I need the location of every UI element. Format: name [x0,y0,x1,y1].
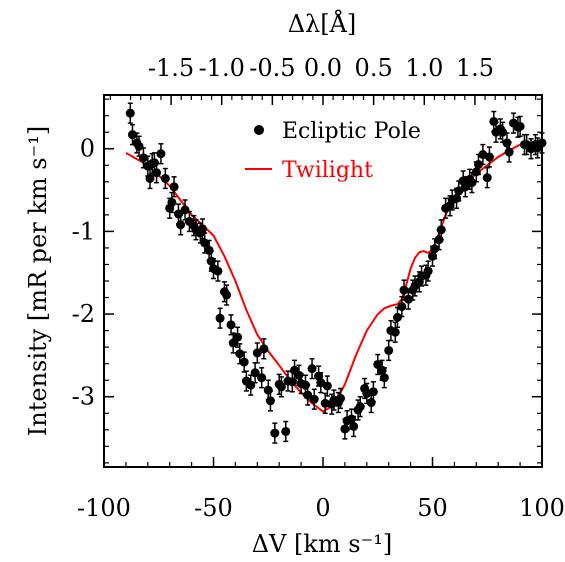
data-point [222,290,232,300]
x-tick-label: 50 [417,494,448,522]
data-point [239,357,249,367]
data-point [276,382,286,392]
top-tick-label: -1.5 [148,54,194,82]
data-point [403,294,413,304]
x-tick-label: -100 [77,494,131,522]
data-point [226,320,236,330]
top-tick-label: 1.5 [456,54,494,82]
data-point [423,266,433,276]
data-point [320,398,330,408]
x-tick-label: 100 [519,494,565,522]
data-point [215,313,225,323]
data-point [180,205,190,215]
y-axis-title: Intensity [mR per km s⁻¹] [24,126,52,436]
top-tick-label: -1.0 [199,54,245,82]
y-tick-label: -3 [72,383,95,411]
data-point [309,394,319,404]
data-point [252,348,262,358]
data-point [213,266,223,276]
data-point [454,186,464,196]
data-point [263,385,273,395]
data-point [294,370,304,380]
data-point [467,178,477,188]
data-point [537,138,547,148]
data-point [366,398,376,408]
tick-labels: -100 -50 0 50 100 0 -1 -2 -3 -1.5 -1.0 -0.5 0.0 0.5 1.… [72,54,565,522]
y-tick-label: -1 [72,217,95,245]
data-point [134,141,144,151]
x-tick-label: -50 [194,494,233,522]
data-point [145,173,155,183]
data-point [250,368,260,378]
top-tick-label: 0.5 [355,54,393,82]
data-point [307,364,317,374]
data-point [270,428,280,438]
data-point [176,220,186,230]
y-tick-label: 0 [80,135,95,163]
data-point [397,302,407,312]
data-point [502,138,512,148]
axis-ticks [103,95,543,467]
data-point [281,426,291,436]
data-point [167,197,177,207]
data-point [430,244,440,254]
data-point [138,153,148,163]
data-point [204,245,214,255]
data-point [515,121,525,131]
ecliptic-pole-series [125,102,547,444]
legend: Ecliptic Pole Twilight [245,119,421,183]
data-point [322,381,332,391]
y-tick-label: -2 [72,300,95,328]
data-point [156,149,166,159]
data-point [368,387,378,397]
data-point [473,159,483,169]
data-point [160,173,170,183]
data-point [390,327,400,337]
legend-label-twilight: Twilight [282,158,373,183]
top-tick-label: -0.5 [249,54,295,82]
data-point [336,393,346,403]
data-point [392,312,402,322]
data-point [436,225,446,235]
legend-label-ecliptic-pole: Ecliptic Pole [282,119,421,144]
data-point [384,345,394,355]
data-point [489,116,499,126]
data-point [349,421,359,431]
data-point [259,344,269,354]
top-tick-label: 0.0 [304,54,342,82]
data-point [125,108,135,118]
data-point [482,173,492,183]
data-point [379,373,389,383]
x-axis-title: ΔV [km s⁻¹] [252,530,393,558]
data-point [355,402,365,412]
data-point [198,224,208,234]
data-point [152,168,162,178]
data-point [484,152,494,162]
data-point [233,332,243,342]
data-point [287,377,297,387]
data-point [127,130,137,140]
data-point [235,349,245,359]
data-point [399,285,409,295]
data-point [257,373,267,383]
data-point [303,390,313,400]
data-point [504,147,514,157]
data-point [498,127,508,137]
data-point [340,424,350,434]
top-axis-title: Δλ[Å] [288,9,357,38]
data-point [169,182,179,192]
legend-marker-ecliptic-pole [254,125,264,135]
top-tick-label: 1.0 [405,54,443,82]
x-tick-label: 0 [315,494,330,522]
data-point [265,396,275,406]
